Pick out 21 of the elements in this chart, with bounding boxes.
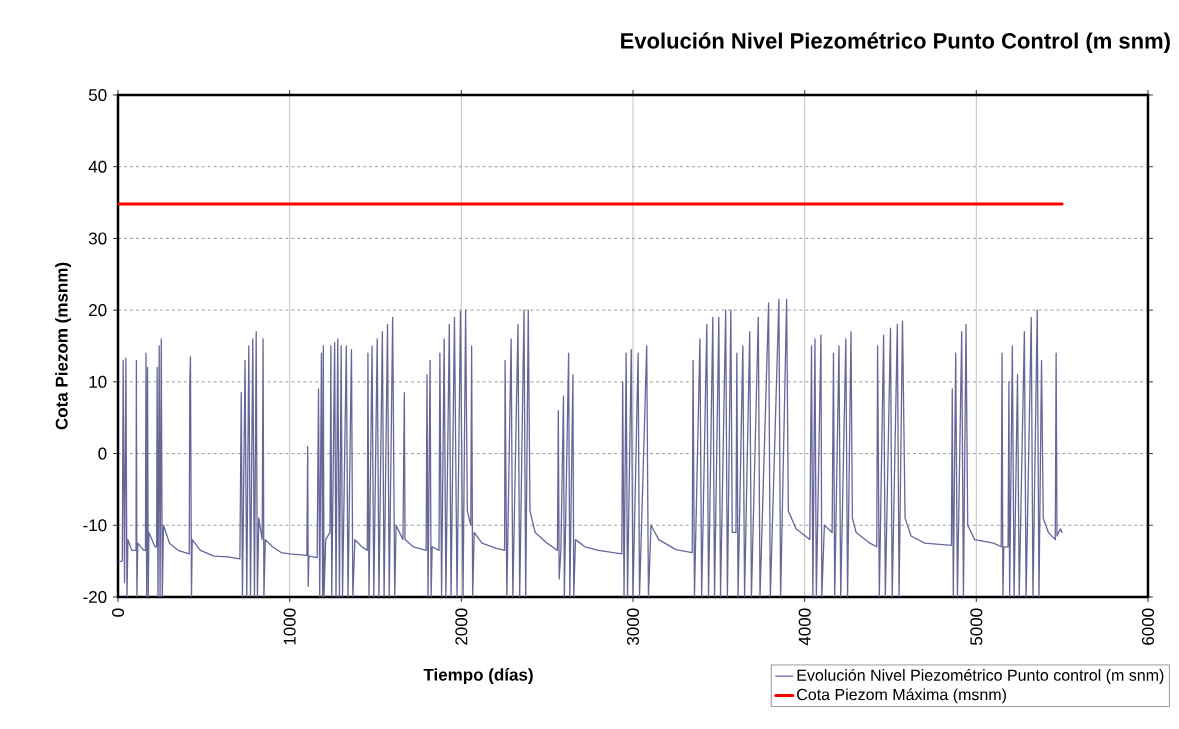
y-tick-label: 30 xyxy=(88,232,107,245)
legend-label: Cota Piezom Máxima (msnm) xyxy=(797,688,1006,704)
legend-label: Evolución Nivel Piezométrico Punto control (m snm) xyxy=(797,668,1164,685)
y-tick-label: 0 xyxy=(98,447,107,460)
y-tick-label: -20 xyxy=(83,590,107,604)
x-tick-label: 0 xyxy=(111,608,125,617)
y-tick-label: 40 xyxy=(88,160,107,173)
y-tick-label: 10 xyxy=(89,375,107,388)
y-axis-title: Cota Piezom (msnm) xyxy=(55,262,72,430)
line-series xyxy=(118,298,1063,597)
x-axis-title: Tiempo (días) xyxy=(423,668,533,685)
x-tick-label: 6000 xyxy=(1141,608,1154,645)
y-tick-label: -10 xyxy=(83,519,107,532)
chart-title: Evolución Nivel Piezométrico Punto Control (m snm) xyxy=(621,32,1170,54)
x-tick-label: 5000 xyxy=(970,608,983,645)
y-tick-label: 50 xyxy=(88,88,107,102)
x-tick-label: 2000 xyxy=(455,608,468,645)
x-tick-label: 3000 xyxy=(626,608,640,646)
y-tick-label: 20 xyxy=(89,304,107,317)
x-tick-label: 4000 xyxy=(798,608,811,646)
x-tick-label: 1000 xyxy=(283,608,296,645)
